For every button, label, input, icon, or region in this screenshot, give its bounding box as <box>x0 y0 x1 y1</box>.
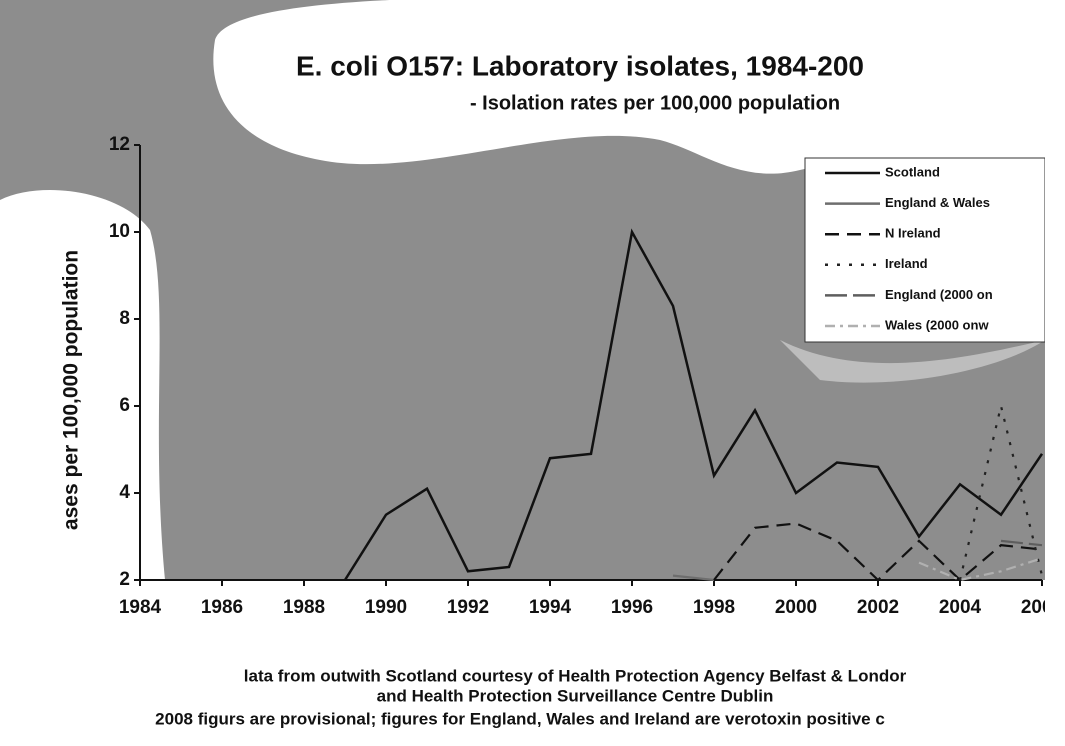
y-tick-label: 8 <box>119 308 130 329</box>
y-tick-label: 2 <box>119 569 130 590</box>
footnote: 2008 figurs are provisional; figures for… <box>155 709 885 728</box>
legend-label: Ireland <box>885 256 928 271</box>
x-tick-label: 1988 <box>283 597 325 618</box>
series-line <box>713 522 1043 582</box>
x-tick-label: 2004 <box>939 597 982 618</box>
legend-label: Wales (2000 onw <box>885 317 989 332</box>
x-tick-label: 1986 <box>201 597 243 618</box>
series-line <box>343 228 1044 581</box>
y-tick-label: 6 <box>119 395 130 416</box>
x-tick-label: 2002 <box>857 597 899 618</box>
right-edge <box>1045 0 1065 746</box>
footnote: lata from outwith Scotland courtesy of H… <box>244 666 907 685</box>
series-line <box>918 557 1043 582</box>
light-band <box>780 340 1045 383</box>
white-blob <box>213 0 1045 182</box>
series-line <box>672 574 715 582</box>
legend-box <box>804 157 1046 343</box>
x-tick-label: 1992 <box>447 597 489 618</box>
y-tick-label: 4 <box>119 482 130 503</box>
chart-subtitle: - Isolation rates per 100,000 population <box>470 92 840 114</box>
chart-title: E. coli O157: Laboratory isolates, 1984-… <box>296 50 864 81</box>
legend-label: N Ireland <box>885 226 941 241</box>
x-tick-label: 1990 <box>365 597 407 618</box>
legend-label: Scotland <box>885 164 940 179</box>
series-line <box>1000 539 1043 547</box>
y-tick-label: 10 <box>109 221 130 242</box>
y-axis-label: ases per 100,000 population <box>60 250 83 530</box>
x-tick-label: 1984 <box>119 597 162 618</box>
x-tick-label: 1998 <box>693 597 735 618</box>
x-tick-label: 2000 <box>775 597 817 618</box>
footnote: and Health Protection Surveillance Centr… <box>377 686 774 705</box>
legend-label: England (2000 on <box>885 287 993 302</box>
white-blob <box>0 190 165 580</box>
x-tick-label: 1994 <box>529 597 572 618</box>
legend-label: England & Wales <box>885 195 990 210</box>
x-tick-label: 1996 <box>611 597 653 618</box>
y-tick-label: 12 <box>109 134 130 155</box>
